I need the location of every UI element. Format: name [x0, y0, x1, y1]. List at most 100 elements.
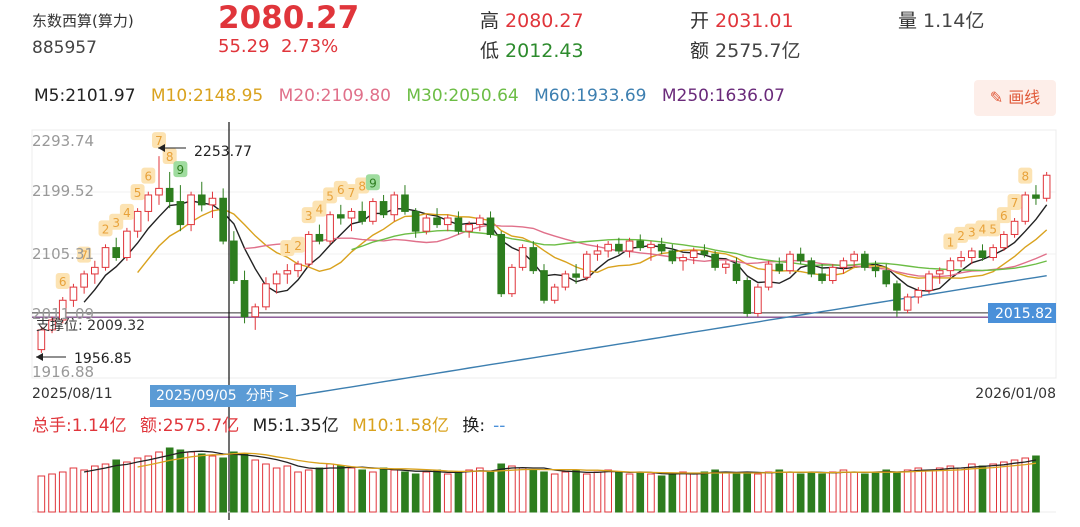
y-tick: 2011.09	[32, 305, 94, 323]
volume-bar	[861, 473, 869, 513]
volume-bar	[935, 467, 944, 513]
candle-body	[903, 296, 912, 311]
index-name: 东数西算(算力)	[32, 12, 134, 30]
candle-body	[486, 217, 495, 235]
y-tick-top: 2293.74	[32, 132, 94, 150]
candle-body	[946, 260, 955, 272]
candle-body	[711, 253, 719, 268]
draw-line-label: 画线	[1008, 88, 1041, 107]
volume-bar	[518, 467, 527, 513]
intraday-link[interactable]: 分时 >	[245, 388, 290, 404]
volume-bar	[176, 449, 185, 513]
candle-body	[582, 253, 591, 278]
candle-body	[465, 224, 473, 232]
seq-badge	[365, 174, 380, 191]
seq-badge	[943, 233, 958, 250]
seq-badge-text: 9	[177, 163, 185, 177]
seq-badge	[355, 177, 370, 194]
candle-body	[219, 197, 227, 242]
seq-badge	[975, 220, 990, 237]
volume-bar	[796, 473, 805, 513]
level-badge-bg	[988, 303, 1056, 323]
volume-bar	[58, 471, 67, 513]
volume-bar	[1010, 459, 1019, 513]
seq-badge-text: 6	[337, 183, 345, 197]
volume-bar	[989, 463, 997, 513]
current-price: 2080.27	[218, 0, 360, 36]
seq-badge	[291, 236, 306, 253]
candle-body	[230, 240, 238, 282]
seq-badge-text: 1	[284, 242, 292, 256]
volume-bar	[91, 465, 99, 513]
seq-badge-text: 9	[369, 176, 377, 190]
cursor-date-tag[interactable]: 2025/09/05 分时 >	[150, 385, 296, 407]
volume-bar	[230, 451, 238, 513]
volume-bar	[272, 467, 281, 513]
vol-total: 总手:1.14亿	[32, 416, 127, 436]
volume-bar	[369, 471, 377, 513]
volume-bar	[914, 467, 923, 513]
volume-bar	[294, 471, 302, 513]
volume-bar	[946, 465, 955, 513]
high-field: 高 2080.27	[480, 10, 584, 32]
seq-badge	[333, 180, 348, 197]
candle-body	[529, 247, 538, 272]
volume-bar	[433, 469, 441, 513]
candle-body	[262, 283, 270, 308]
min-arrowhead	[36, 353, 43, 361]
volume-bar	[508, 465, 516, 513]
price-change: 55.29 2.73%	[218, 36, 338, 57]
candle-body	[786, 253, 794, 272]
volume-bar	[711, 469, 719, 513]
volume-bar	[689, 473, 698, 513]
volume-bar	[315, 467, 324, 513]
seq-badge	[98, 220, 113, 237]
volume-bar	[582, 473, 591, 513]
min-annotation: 1956.85	[74, 351, 132, 367]
ma20-label: M20:2109.80	[278, 86, 391, 106]
candle-body	[454, 217, 463, 232]
candle-body	[101, 247, 110, 268]
low-field: 低 2012.43	[480, 40, 584, 62]
volume-bar	[818, 473, 826, 513]
ma5-label: M5:2101.97	[34, 86, 136, 106]
support-label: 支撑位: 2009.32	[36, 318, 145, 334]
volume-bar	[326, 463, 334, 513]
candle-body	[818, 273, 826, 282]
seq-badge-text: 7	[155, 134, 163, 148]
seq-badge	[1018, 167, 1033, 184]
volume-bar	[1032, 455, 1040, 513]
volume-bar	[165, 447, 174, 513]
y-tick: 2105.31	[32, 245, 94, 263]
candle-body	[390, 194, 399, 216]
candle-body	[315, 233, 324, 242]
seq-badge-text: 4	[316, 203, 324, 217]
candle-body	[1010, 220, 1019, 235]
candle-body	[925, 273, 933, 291]
volume-legend: 总手:1.14亿 额:2575.7亿 M5:1.35亿 M10:1.58亿 换:…	[32, 411, 513, 436]
cursor-date: 2025/09/05	[156, 388, 237, 404]
volume-bar	[112, 459, 121, 513]
candle-body	[165, 187, 174, 203]
seq-badge-text: 7	[80, 249, 88, 263]
candle-body	[604, 243, 612, 252]
seq-badge-text: 6	[144, 170, 152, 184]
seq-badge-text: 3	[968, 226, 976, 240]
volume-bar	[48, 473, 56, 513]
candle-body	[379, 201, 388, 216]
draw-line-button[interactable]: ✎ 画线	[974, 80, 1056, 116]
volume-bar	[572, 469, 580, 513]
volume-bar	[754, 473, 762, 513]
date-start: 2025/08/11	[32, 386, 113, 402]
seq-badge	[162, 147, 177, 164]
volume-bar	[625, 473, 634, 513]
candle-body	[497, 233, 506, 295]
candle-body	[123, 230, 131, 258]
ma30-label: M30:2050.64	[406, 86, 519, 106]
candle-body	[433, 217, 441, 226]
volume-bar	[187, 451, 195, 513]
candle-body	[176, 201, 185, 226]
candle-body	[91, 266, 99, 275]
candle-body	[893, 283, 901, 311]
